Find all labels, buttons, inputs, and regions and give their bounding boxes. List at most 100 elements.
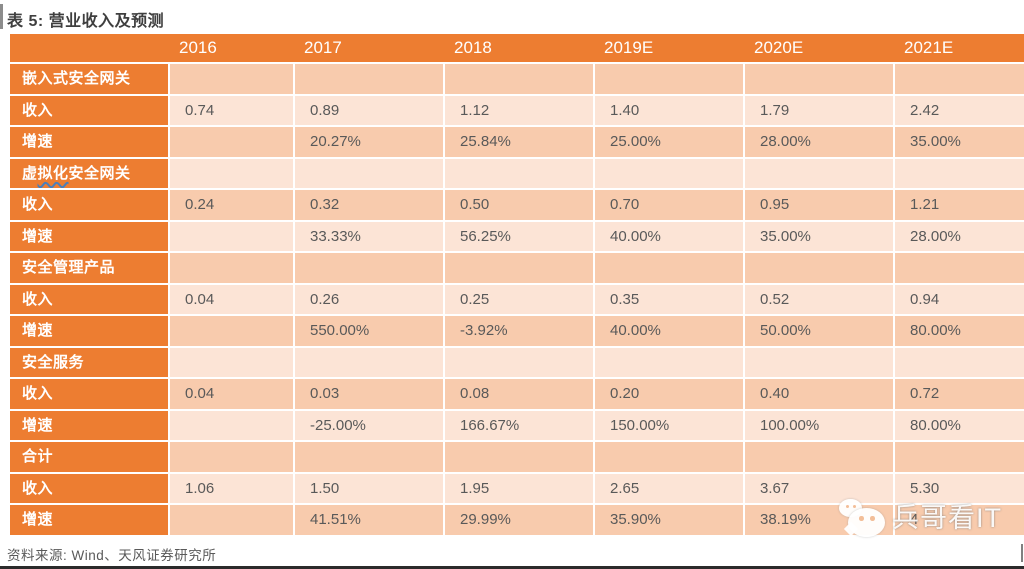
data-cell [170, 64, 293, 94]
table-body: 嵌入式安全网关 收入 0.74 0.89 1.12 1.40 1.79 2.42 增速 20.27… [10, 64, 1024, 535]
data-cell: 20.27% [295, 127, 443, 157]
data-cell: 40.00% [595, 221, 743, 251]
data-cell [595, 253, 743, 283]
data-cell [745, 442, 893, 472]
data-cell [745, 253, 893, 283]
watermark: 兵哥看IT [836, 498, 1002, 538]
data-cell [745, 64, 893, 94]
data-cell: 0.50 [445, 190, 593, 220]
watermark-text: 兵哥看IT [892, 503, 1002, 533]
row-label: 嵌入式安全网关 [10, 64, 168, 94]
data-cell: 2.65 [595, 473, 743, 503]
row-label: 虚拟化安全网关 [10, 158, 168, 188]
header-corner-cell [10, 34, 168, 62]
data-cell: 40.00% [595, 316, 743, 346]
data-cell [445, 253, 593, 283]
data-cell: 80.00% [895, 316, 1024, 346]
data-cell: 0.35 [595, 284, 743, 314]
data-cell [170, 221, 293, 251]
data-cell: 0.32 [295, 190, 443, 220]
spellcheck-underline: 拟化 [37, 164, 69, 182]
header-col-2018: 2018 [445, 34, 593, 62]
row-label: 收入 [10, 379, 168, 409]
data-cell [295, 158, 443, 188]
data-cell: 1.50 [295, 473, 443, 503]
data-cell: 0.04 [170, 379, 293, 409]
data-cell [595, 347, 743, 377]
right-edge-mark [1021, 544, 1023, 562]
data-cell: 29.99% [445, 505, 593, 535]
data-cell: 0.04 [170, 284, 293, 314]
data-cell [445, 158, 593, 188]
data-cell: 2.42 [895, 95, 1024, 125]
data-cell [895, 442, 1024, 472]
row-label: 安全服务 [10, 347, 168, 377]
header-col-2019e: 2019E [595, 34, 743, 62]
data-cell [170, 347, 293, 377]
data-cell: 0.70 [595, 190, 743, 220]
data-cell: 35.00% [745, 221, 893, 251]
data-cell [295, 347, 443, 377]
data-cell [745, 158, 893, 188]
header-col-2017: 2017 [295, 34, 443, 62]
data-cell: 150.00% [595, 410, 743, 440]
table-header-row: 2016 2017 2018 2019E 2020E 2021E [10, 34, 1024, 62]
data-cell: 3.67 [745, 473, 893, 503]
row-label: 增速 [10, 127, 168, 157]
row-label: 收入 [10, 190, 168, 220]
data-cell [895, 158, 1024, 188]
data-cell: 0.08 [445, 379, 593, 409]
data-cell [895, 64, 1024, 94]
data-cell: 25.84% [445, 127, 593, 157]
data-cell: 35.90% [595, 505, 743, 535]
data-cell: 1.12 [445, 95, 593, 125]
row-label: 收入 [10, 284, 168, 314]
data-cell: 0.26 [295, 284, 443, 314]
wechat-icon [836, 498, 892, 538]
data-cell [170, 158, 293, 188]
data-cell: 1.40 [595, 95, 743, 125]
row-label: 增速 [10, 505, 168, 535]
data-cell: 1.79 [745, 95, 893, 125]
header-col-2016: 2016 [170, 34, 293, 62]
data-cell: 28.00% [895, 221, 1024, 251]
revenue-forecast-table: 2016 2017 2018 2019E 2020E 2021E 嵌入式安全网关… [10, 34, 1024, 535]
data-cell: 80.00% [895, 410, 1024, 440]
data-source-note: 资料来源: Wind、天风证券研究所 [7, 548, 217, 563]
table-title: 表 5: 营业收入及预测 [7, 13, 165, 30]
data-cell: 100.00% [745, 410, 893, 440]
data-cell [445, 347, 593, 377]
data-cell: 0.20 [595, 379, 743, 409]
data-cell [745, 347, 893, 377]
data-cell [295, 64, 443, 94]
data-cell: 0.74 [170, 95, 293, 125]
data-cell [170, 442, 293, 472]
header-col-2020e: 2020E [745, 34, 893, 62]
bottom-border [0, 566, 1024, 569]
data-cell: 550.00% [295, 316, 443, 346]
row-label: 收入 [10, 95, 168, 125]
data-cell: 50.00% [745, 316, 893, 346]
data-cell [895, 253, 1024, 283]
data-cell: 1.95 [445, 473, 593, 503]
data-cell: 0.72 [895, 379, 1024, 409]
data-cell [170, 127, 293, 157]
data-cell: 0.89 [295, 95, 443, 125]
header-col-2021e: 2021E [895, 34, 1024, 62]
data-cell: 0.95 [745, 190, 893, 220]
data-cell [895, 347, 1024, 377]
data-cell: 0.40 [745, 379, 893, 409]
data-cell: 1.06 [170, 473, 293, 503]
data-cell: 5.30 [895, 473, 1024, 503]
data-cell [445, 442, 593, 472]
row-label: 增速 [10, 316, 168, 346]
row-label: 增速 [10, 221, 168, 251]
data-cell: 56.25% [445, 221, 593, 251]
data-cell [170, 505, 293, 535]
data-cell [595, 158, 743, 188]
data-cell [295, 442, 443, 472]
data-cell: -3.92% [445, 316, 593, 346]
data-cell: 4 [895, 505, 1024, 535]
data-cell [170, 410, 293, 440]
data-cell: 0.25 [445, 284, 593, 314]
